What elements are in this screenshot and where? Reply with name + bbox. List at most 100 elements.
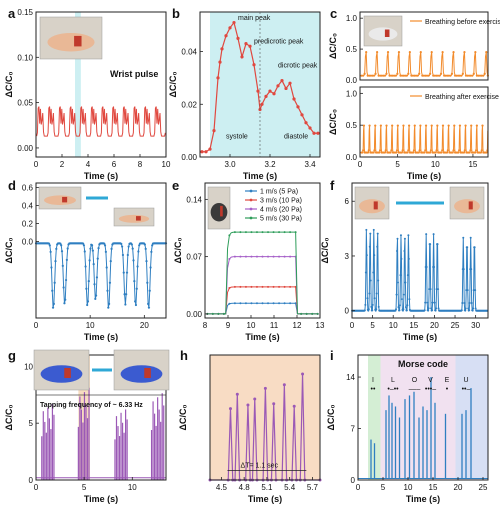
data-point [407, 257, 410, 260]
data-point [389, 151, 392, 154]
plot-frame [35, 182, 167, 319]
plot-frame [359, 86, 489, 158]
data-point [462, 236, 465, 239]
photo-sensor [373, 201, 378, 210]
panel-letter: d [8, 178, 16, 193]
panel-letter: e [172, 178, 179, 193]
data-point [264, 94, 268, 98]
y-tick-label: 0.15 [17, 8, 33, 17]
data-point [147, 306, 151, 309]
data-point [388, 74, 391, 77]
x-tick-label: 30 [471, 321, 480, 330]
data-point [441, 149, 444, 152]
data-point [145, 259, 148, 263]
x-tick-label: 4.5 [216, 483, 228, 492]
legend-marker [249, 216, 253, 220]
data-point [267, 231, 270, 234]
y-tick-label: 10 [24, 362, 33, 371]
data-point [416, 74, 419, 77]
data-point [435, 288, 438, 291]
annotation-wrist-pulse: Wrist pulse [110, 69, 158, 79]
data-point [466, 246, 469, 249]
data-point [92, 263, 95, 266]
photo-tap-release [113, 349, 170, 391]
data-point [447, 74, 450, 77]
data-series [352, 229, 488, 312]
data-point [108, 281, 112, 284]
data-point [377, 305, 380, 308]
legend-label: 4 m/s (20 Pa) [260, 207, 302, 214]
data-point [413, 124, 416, 127]
data-point [278, 231, 281, 234]
data-point [278, 255, 281, 258]
data-point [368, 245, 371, 248]
data-point [366, 74, 369, 77]
morse-code-glyph: • [446, 386, 449, 393]
data-point [233, 231, 236, 234]
y-tick-label: 5 [29, 419, 34, 428]
data-point [400, 298, 403, 301]
data-point [369, 74, 372, 77]
data-point [378, 149, 382, 152]
data-point [400, 151, 403, 154]
data-point [377, 74, 380, 77]
y-tick-label: 0.07 [186, 253, 202, 262]
data-series [36, 242, 166, 308]
x-tick-label: 25 [479, 483, 488, 492]
data-point [419, 51, 422, 54]
photo-arm-bent [38, 186, 82, 210]
x-tick-label: 15 [429, 483, 438, 492]
data-point [255, 302, 258, 305]
data-point [48, 244, 51, 247]
highlight-shade [75, 12, 81, 157]
morse-letter: I [372, 377, 374, 384]
data-point [131, 247, 134, 250]
data-point [390, 149, 393, 152]
data-point [228, 287, 231, 290]
morse-code-glyph: •••– [425, 386, 436, 393]
data-point [146, 281, 149, 284]
morse-letter: E [445, 377, 450, 384]
panel-g: 0 5 10 0 5 10 Time (s) ΔC/C₀ g Tapping frequency … [4, 348, 170, 504]
data-point [466, 74, 469, 77]
data-point [425, 74, 429, 77]
data-point [439, 72, 443, 75]
data-point [430, 124, 433, 127]
data-point [391, 74, 394, 77]
data-point [110, 247, 113, 250]
data-point [250, 255, 253, 258]
data-point [222, 312, 225, 315]
data-point [283, 302, 286, 305]
tap-plot-inner [35, 394, 167, 481]
data-point [436, 243, 439, 246]
data-point [474, 51, 477, 54]
data-point [239, 255, 242, 258]
data-point [61, 264, 64, 267]
data-point [470, 268, 473, 271]
panel-d: 0 10 20 0.0 0.2 0.4 0.6 Time (s) ΔC/C₀ d [4, 178, 168, 342]
legend-label: Breathing after exercise [425, 94, 499, 101]
data-point [373, 149, 376, 152]
data-point [451, 151, 454, 154]
y-tick-label: 0.4 [22, 202, 34, 211]
photo-sensor [136, 216, 141, 221]
data-point [411, 74, 415, 77]
data-point [464, 74, 468, 77]
data-point [371, 303, 374, 306]
data-point [424, 301, 427, 304]
data-point [384, 149, 387, 152]
legend-label: 1 m/s (5 Pa) [260, 189, 298, 196]
data-point [362, 149, 365, 152]
x-tick-label: 5.1 [261, 483, 273, 492]
data-point [427, 307, 430, 310]
x-tick-label: 5 [381, 483, 386, 492]
y-tick-label: 0.6 [22, 184, 34, 193]
x-tick-label: 25 [451, 321, 460, 330]
data-point [312, 131, 316, 135]
y-tick-label: 0.5 [346, 45, 358, 54]
data-point [228, 234, 231, 237]
photo-subject [210, 202, 228, 222]
y-tick-label: 0.00 [17, 144, 33, 153]
y-tick-label: 0.0 [346, 153, 358, 162]
data-point [396, 72, 399, 75]
